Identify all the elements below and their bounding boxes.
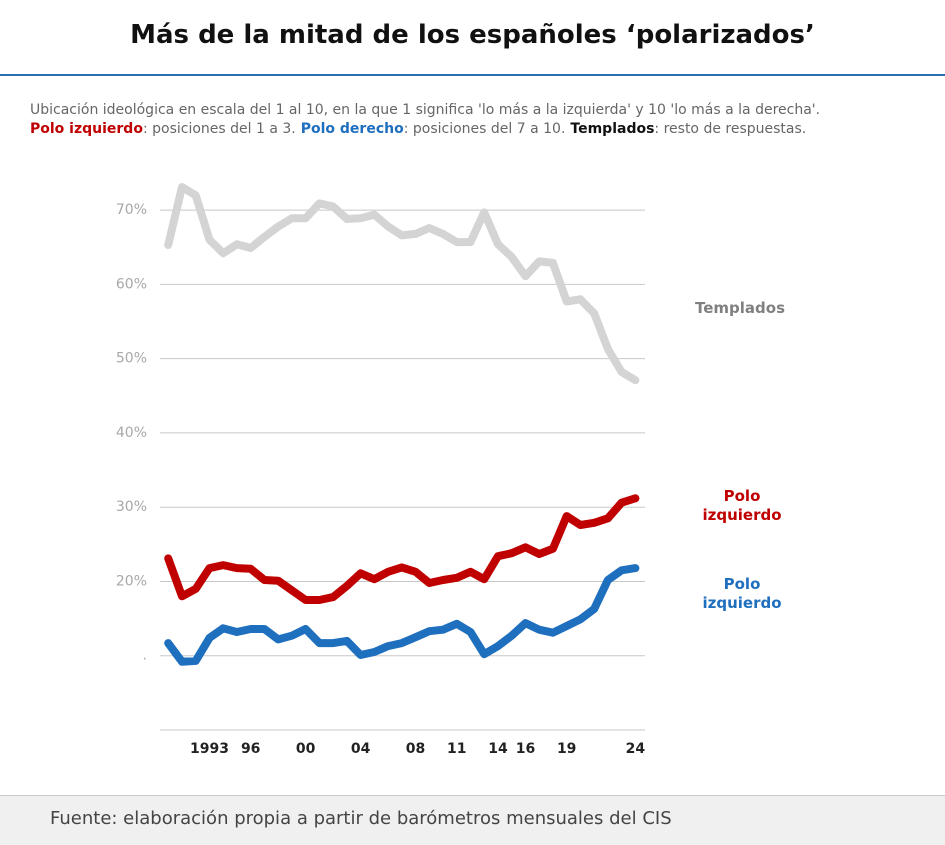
- x-tick-label: 04: [351, 741, 371, 757]
- notes: Polo izquierdo: posiciones del 1 a 3. Pol…: [30, 120, 930, 139]
- x-tick-label: 14: [488, 741, 508, 757]
- x-tick-label: 1993: [190, 741, 229, 757]
- x-tick-label: 16: [516, 741, 535, 757]
- note-text: : resto de respuestas.: [654, 121, 807, 137]
- note-text: : posiciones del 1 a 3.: [142, 121, 296, 137]
- x-tick-label: 08: [406, 741, 425, 757]
- title-rule: [0, 74, 945, 76]
- note: Polo izquierdo: posiciones del 1 a 3.: [30, 121, 296, 137]
- y-tick-label: 30%: [116, 499, 147, 515]
- note-term: Polo izquierdo: [30, 121, 143, 137]
- note: Polo derecho: posiciones del 7 a 10.: [301, 121, 566, 137]
- series-label: Templados: [694, 299, 785, 317]
- y-tick-label: 70%: [116, 202, 147, 218]
- chart: . 20% 30% 40% 50% 60% 70% 1993 96 00 04 08 11 14 16 19 2…: [116, 183, 646, 757]
- note-term: Polo derecho: [300, 121, 404, 137]
- x-tick-label: 00: [296, 741, 316, 757]
- series-label: Polo izquierdo: [702, 575, 782, 612]
- x-tick-label: 96: [241, 741, 260, 757]
- series-line: [164, 494, 640, 604]
- x-tick-label: 11: [447, 741, 466, 757]
- y-tick-label: 40%: [116, 425, 147, 441]
- y-tick-label: 50%: [116, 351, 147, 367]
- series-label: Polo izquierdo: [702, 487, 782, 524]
- footer: Fuente: elaboración propia a partir de b…: [0, 795, 945, 845]
- note: Templados: resto de respuestas.: [570, 121, 806, 137]
- series-line: [164, 564, 640, 666]
- x-tick-label: 19: [557, 741, 576, 757]
- subtitle: Ubicación ideológica en escala del 1 al …: [30, 102, 821, 118]
- y-tick-label: .: [143, 648, 147, 664]
- note-term: Templados: [570, 121, 655, 137]
- series-line: [164, 183, 640, 385]
- y-tick-label: 60%: [116, 276, 147, 292]
- x-tick-label: 24: [626, 741, 646, 757]
- chart-title: Más de la mitad de los españoles ‘polari…: [130, 20, 815, 50]
- source: Fuente: elaboración propia a partir de b…: [50, 808, 672, 829]
- y-tick-label: 20%: [116, 573, 147, 589]
- note-text: : posiciones del 7 a 10.: [403, 121, 566, 137]
- subtitle-block: Ubicación ideológica en escala del 1 al …: [30, 101, 930, 139]
